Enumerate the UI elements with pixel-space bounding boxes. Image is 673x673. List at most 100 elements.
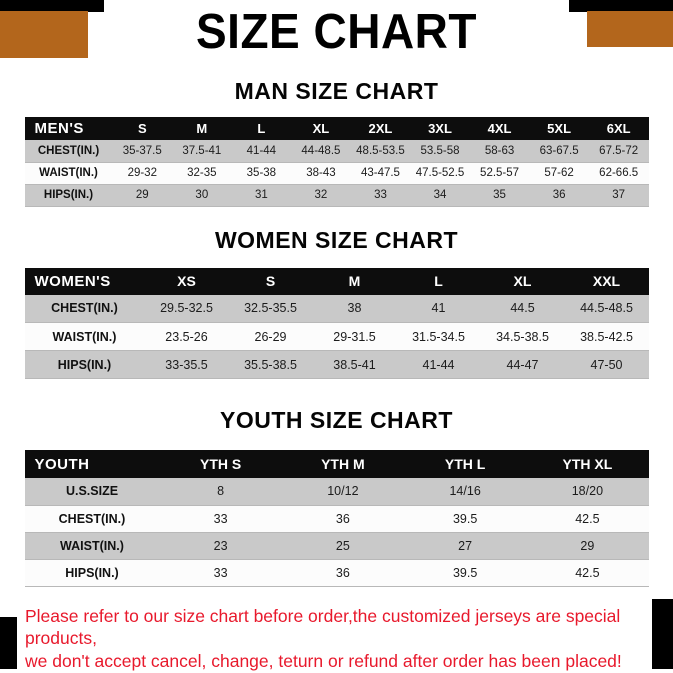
size-value-cell: 35.5-38.5 — [228, 350, 313, 379]
table-header-cell: YTH L — [404, 450, 527, 478]
size-value-cell: 41 — [396, 294, 481, 323]
table-row: WAIST(IN.) 23 25 27 29 — [24, 532, 649, 560]
size-value-cell: 25 — [281, 532, 404, 560]
size-value-cell: 29-32 — [112, 162, 173, 185]
size-value-cell: 67.5-72 — [588, 140, 649, 163]
row-label-cell: HIPS(IN.) — [24, 559, 160, 587]
table-header-row: YOUTH YTH S YTH M YTH L YTH XL — [24, 450, 649, 478]
size-value-cell: 33 — [350, 184, 411, 207]
size-value-cell: 30 — [172, 184, 232, 207]
size-value-cell: 44.5 — [480, 294, 565, 323]
table-header-cell: XS — [144, 267, 229, 295]
size-value-cell: 44-47 — [480, 350, 565, 379]
size-value-cell: 23 — [159, 532, 282, 560]
row-label-cell: HIPS(IN.) — [24, 350, 145, 379]
disclaimer-line: Please refer to our size chart before or… — [25, 605, 621, 649]
size-value-cell: 38.5-41 — [312, 350, 397, 379]
row-label-cell: WAIST(IN.) — [24, 532, 160, 560]
table-header-cell: 5XL — [529, 117, 589, 140]
size-value-cell: 29 — [112, 184, 173, 207]
bottom-left-black-corner — [0, 617, 17, 669]
table-row: CHEST(IN.) 33 36 39.5 42.5 — [24, 505, 649, 533]
size-value-cell: 36 — [281, 559, 404, 587]
size-value-cell: 27 — [404, 532, 527, 560]
size-value-cell: 35 — [469, 184, 530, 207]
size-value-cell: 38.5-42.5 — [564, 322, 649, 351]
row-label-cell: HIPS(IN.) — [24, 184, 113, 207]
table-header-cell: XXL — [564, 267, 649, 295]
row-label-cell: WAIST(IN.) — [24, 162, 113, 185]
table-header-cell: L — [231, 117, 292, 140]
size-value-cell: 33-35.5 — [144, 350, 229, 379]
table-row: CHEST(IN.) 29.5-32.5 32.5-35.5 38 41 44.5 44.5… — [24, 294, 649, 323]
table-header-cell: YTH S — [159, 450, 282, 478]
table-header-cell: 3XL — [410, 117, 470, 140]
table-header-cell: WOMEN'S — [24, 267, 145, 295]
size-value-cell: 57-62 — [529, 162, 589, 185]
size-value-cell: 62-66.5 — [588, 162, 649, 185]
youth-size-section: YOUTH SIZE CHART YOUTH YTH S YTH M YTH L YTH… — [0, 407, 673, 587]
size-value-cell: 47-50 — [564, 350, 649, 379]
size-value-cell: 41-44 — [231, 140, 292, 163]
size-value-cell: 53.5-58 — [410, 140, 470, 163]
size-value-cell: 35-38 — [231, 162, 292, 185]
top-right-orange-corner — [587, 11, 673, 47]
size-value-cell: 34 — [410, 184, 470, 207]
size-value-cell: 29.5-32.5 — [144, 294, 229, 323]
size-value-cell: 39.5 — [404, 559, 527, 587]
table-header-cell: XL — [480, 267, 565, 295]
women-section-heading: WOMEN SIZE CHART — [214, 226, 459, 253]
table-header-cell: YTH XL — [526, 450, 649, 478]
size-value-cell: 39.5 — [404, 505, 527, 533]
table-header-cell: L — [396, 267, 481, 295]
table-header-cell: S — [112, 117, 173, 140]
women-size-section: WOMEN SIZE CHART WOMEN'S XS S M L XL XXL CHEST(… — [0, 226, 673, 379]
size-value-cell: 36 — [281, 505, 404, 533]
size-value-cell: 44.5-48.5 — [564, 294, 649, 323]
size-value-cell: 31.5-34.5 — [396, 322, 481, 351]
table-header-cell: S — [228, 267, 313, 295]
youth-size-table: YOUTH YTH S YTH M YTH L YTH XL U.S.SIZE 8 10/12… — [24, 450, 649, 587]
size-value-cell: 33 — [159, 505, 282, 533]
table-row: HIPS(IN.) 33-35.5 35.5-38.5 38.5-41 41-44 44-… — [24, 350, 649, 379]
size-value-cell: 48.5-53.5 — [350, 140, 411, 163]
size-value-cell: 63-67.5 — [529, 140, 589, 163]
size-value-cell: 38 — [312, 294, 397, 323]
size-value-cell: 43-47.5 — [350, 162, 411, 185]
size-value-cell: 44-48.5 — [291, 140, 351, 163]
top-left-orange-corner — [0, 11, 88, 58]
table-row: U.S.SIZE 8 10/12 14/16 18/20 — [24, 478, 649, 506]
size-value-cell: 41-44 — [396, 350, 481, 379]
table-header-cell: YTH M — [281, 450, 404, 478]
top-right-black-corner — [569, 0, 673, 12]
disclaimer: Please refer to our size chart before or… — [25, 605, 643, 673]
bottom-right-black-corner — [652, 599, 673, 669]
men-section-heading: MAN SIZE CHART — [234, 78, 439, 104]
table-row: CHEST(IN.) 35-37.5 37.5-41 41-44 44-48.5 48.5… — [24, 140, 649, 163]
table-header-row: WOMEN'S XS S M L XL XXL — [24, 267, 649, 295]
size-value-cell: 29 — [526, 532, 649, 560]
size-value-cell: 36 — [529, 184, 589, 207]
size-value-cell: 26-29 — [228, 322, 313, 351]
size-value-cell: 47.5-52.5 — [410, 162, 470, 185]
table-header-cell: M — [172, 117, 232, 140]
table-header-row: MEN'S S M L XL 2XL 3XL 4XL 5XL 6XL — [24, 117, 649, 140]
table-header-cell: 6XL — [588, 117, 649, 140]
table-header-cell: YOUTH — [24, 450, 160, 478]
size-value-cell: 35-37.5 — [112, 140, 173, 163]
table-row: WAIST(IN.) 23.5-26 26-29 29-31.5 31.5-34.5 34… — [24, 322, 649, 351]
size-value-cell: 38-43 — [291, 162, 351, 185]
size-value-cell: 18/20 — [526, 478, 649, 506]
table-row: HIPS(IN.) 33 36 39.5 42.5 — [24, 559, 649, 587]
youth-section-heading: YOUTH SIZE CHART — [220, 407, 453, 433]
table-header-cell: 4XL — [469, 117, 530, 140]
size-value-cell: 32-35 — [172, 162, 232, 185]
table-row: WAIST(IN.) 29-32 32-35 35-38 38-43 43-47.5 47.… — [24, 162, 649, 185]
women-size-table: WOMEN'S XS S M L XL XXL CHEST(IN.) 29.5-32.5 32.5… — [24, 267, 649, 379]
table-header-cell: MEN'S — [24, 117, 113, 140]
size-value-cell: 10/12 — [281, 478, 404, 506]
size-value-cell: 29-31.5 — [312, 322, 397, 351]
disclaimer-line: we don't accept cancel, change, teturn o… — [25, 651, 622, 671]
size-value-cell: 42.5 — [526, 505, 649, 533]
size-value-cell: 58-63 — [469, 140, 530, 163]
